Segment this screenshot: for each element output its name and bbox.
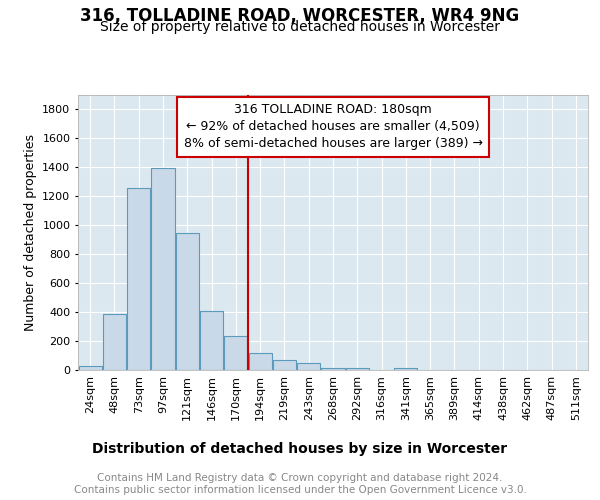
Bar	[322, 368, 344, 370]
Bar	[151, 168, 175, 370]
Text: 316, TOLLADINE ROAD, WORCESTER, WR4 9NG: 316, TOLLADINE ROAD, WORCESTER, WR4 9NG	[80, 8, 520, 26]
Bar	[200, 310, 223, 370]
Bar	[176, 232, 199, 370]
Bar	[103, 314, 126, 370]
Bar	[127, 188, 150, 370]
Bar	[224, 336, 247, 370]
Bar	[273, 360, 296, 370]
Text: Size of property relative to detached houses in Worcester: Size of property relative to detached ho…	[100, 20, 500, 34]
Bar	[346, 368, 369, 370]
Text: 316 TOLLADINE ROAD: 180sqm
← 92% of detached houses are smaller (4,509)
8% of se: 316 TOLLADINE ROAD: 180sqm ← 92% of deta…	[184, 104, 482, 150]
Bar	[297, 364, 320, 370]
Y-axis label: Number of detached properties: Number of detached properties	[23, 134, 37, 331]
Bar	[394, 368, 418, 370]
Bar	[248, 352, 272, 370]
Text: Contains HM Land Registry data © Crown copyright and database right 2024.
Contai: Contains HM Land Registry data © Crown c…	[74, 474, 526, 495]
Text: Distribution of detached houses by size in Worcester: Distribution of detached houses by size …	[92, 442, 508, 456]
Bar	[79, 366, 101, 370]
